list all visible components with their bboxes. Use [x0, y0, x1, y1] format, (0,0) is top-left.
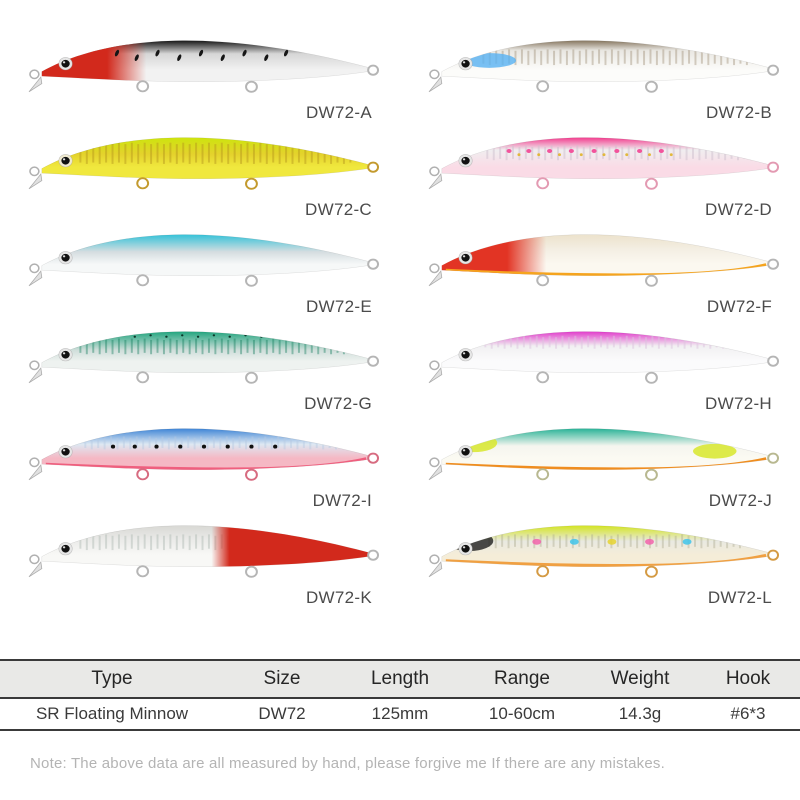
lure-label: DW72-B	[705, 103, 772, 122]
spec-table-header: Type Size Length Range Weight Hook	[0, 660, 800, 698]
lure-label: DW72-F	[706, 297, 772, 316]
table-cell: DW72	[258, 704, 306, 723]
lure-color-grid: DW72-A DW72-B DW72-C	[0, 30, 800, 612]
lure-image-dw72-c	[28, 137, 380, 190]
lure-image-dw72-d	[428, 137, 780, 190]
lure-image-dw72-k	[28, 525, 380, 578]
lure-cell: DW72-E	[0, 224, 400, 321]
lure-image-dw72-l	[428, 525, 780, 578]
lure-cell: DW72-D	[400, 127, 800, 224]
lure-cell: DW72-J	[400, 418, 800, 515]
lure-cell: DW72-K	[0, 515, 400, 612]
lure-label: DW72-D	[705, 200, 772, 219]
lure-image-dw72-h	[428, 331, 780, 384]
spec-table-body: SR Floating Minnow DW72 125mm 10-60cm 14.3g #…	[0, 698, 800, 730]
lure-cell: DW72-G	[0, 321, 400, 418]
table-cell: #6*3	[730, 704, 766, 723]
lure-cell: DW72-B	[400, 30, 800, 127]
lure-label: DW72-G	[304, 394, 372, 413]
lure-label: DW72-K	[305, 588, 372, 607]
lure-image-dw72-i	[28, 428, 380, 481]
spec-table: Type Size Length Range Weight Hook SR Floatin…	[0, 659, 800, 731]
lure-label: DW72-E	[305, 297, 372, 316]
lure-label: DW72-J	[708, 491, 772, 510]
lure-cell: DW72-I	[0, 418, 400, 515]
lure-image-dw72-b	[428, 40, 780, 93]
lure-image-dw72-g	[28, 331, 380, 384]
lure-cell: DW72-F	[400, 224, 800, 321]
lure-label: DW72-L	[707, 588, 772, 607]
lure-label: DW72-H	[705, 394, 772, 413]
lure-cell: DW72-C	[0, 127, 400, 224]
note-text: Note: The above data are all measured by…	[30, 755, 665, 772]
lure-label: DW72-C	[305, 200, 372, 219]
lure-cell: DW72-H	[400, 321, 800, 418]
spec-table-data-row: SR Floating Minnow DW72 125mm 10-60cm 14.3g #…	[0, 698, 800, 730]
table-header-cell: Size	[263, 668, 301, 689]
lure-cell: DW72-L	[400, 515, 800, 612]
table-cell: 125mm	[371, 704, 429, 723]
lure-image-dw72-j	[428, 428, 780, 481]
table-cell: 14.3g	[618, 704, 662, 723]
table-cell: 10-60cm	[488, 704, 556, 723]
lure-image-dw72-a	[28, 40, 380, 93]
table-header-cell: Type	[91, 668, 133, 689]
table-header-cell: Weight	[610, 668, 670, 689]
spec-table-header-row: Type Size Length Range Weight Hook	[0, 660, 800, 698]
table-header-cell: Length	[370, 668, 430, 689]
lure-image-dw72-e	[28, 234, 380, 287]
table-header-cell: Hook	[725, 668, 771, 689]
table-cell: SR Floating Minnow	[35, 704, 189, 723]
lure-image-dw72-f	[428, 234, 780, 287]
table-header-cell: Range	[494, 668, 550, 689]
lure-cell: DW72-A	[0, 30, 400, 127]
lure-label: DW72-I	[312, 491, 372, 510]
lure-label: DW72-A	[305, 103, 372, 122]
